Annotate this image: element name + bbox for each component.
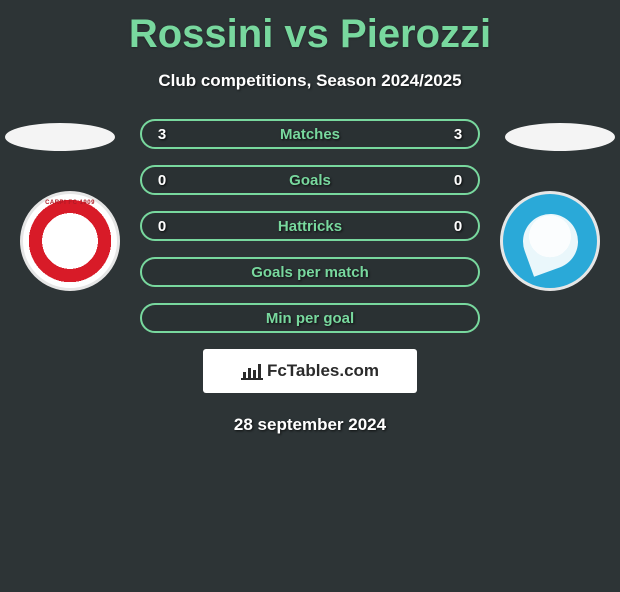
comparison-title: Rossini vs Pierozzi (0, 12, 620, 57)
brand-text: FcTables.com (267, 361, 379, 381)
comparison-body: CARPI FC 1909 3 Matches 3 0 Goals 0 0 Ha… (0, 119, 620, 435)
club-badge-left-text: CARPI FC 1909 (23, 200, 117, 206)
stat-row-goals: 0 Goals 0 (140, 165, 480, 195)
stat-value-left: 3 (156, 126, 168, 143)
stat-row-matches: 3 Matches 3 (140, 119, 480, 149)
stat-label: Goals (289, 172, 331, 189)
stat-row-goals-per-match: Goals per match (140, 257, 480, 287)
stat-value-left: 0 (156, 172, 168, 189)
dolphin-icon (515, 206, 585, 276)
bar-chart-icon (241, 362, 263, 380)
stat-row-hattricks: 0 Hattricks 0 (140, 211, 480, 241)
stat-value-right: 0 (452, 172, 464, 189)
stat-row-min-per-goal: Min per goal (140, 303, 480, 333)
stat-value-left: 0 (156, 218, 168, 235)
stat-label: Min per goal (266, 310, 354, 327)
stat-label: Matches (280, 126, 340, 143)
club-badge-left: CARPI FC 1909 (20, 191, 120, 291)
stat-value-right: 0 (452, 218, 464, 235)
brand-badge[interactable]: FcTables.com (203, 349, 417, 393)
stat-rows: 3 Matches 3 0 Goals 0 0 Hattricks 0 Goal… (140, 119, 480, 333)
stat-value-right: 3 (452, 126, 464, 143)
player-right-photo-placeholder (505, 123, 615, 151)
stat-label: Hattricks (278, 218, 342, 235)
stat-label: Goals per match (251, 264, 369, 281)
comparison-subtitle: Club competitions, Season 2024/2025 (0, 71, 620, 91)
club-badge-right (500, 191, 600, 291)
comparison-date: 28 september 2024 (0, 415, 620, 435)
player-left-photo-placeholder (5, 123, 115, 151)
